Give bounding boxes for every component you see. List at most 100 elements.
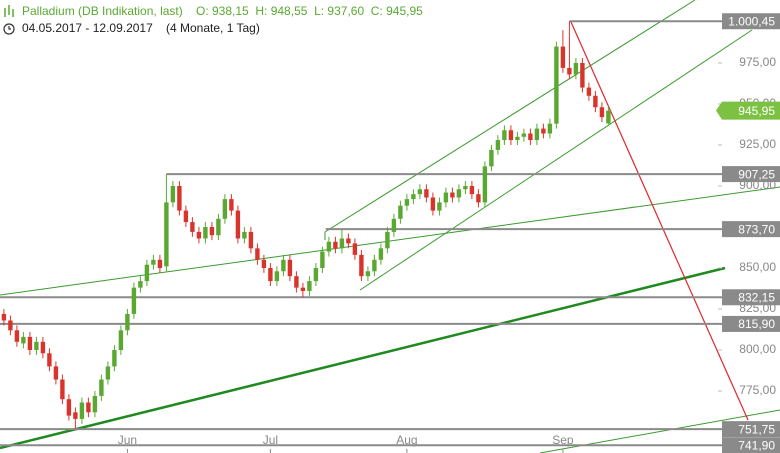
candle-body	[411, 194, 416, 200]
x-tick-label: Jun	[118, 433, 137, 447]
candle-body	[86, 402, 91, 413]
candle-body	[554, 46, 559, 124]
candle-body	[255, 248, 260, 260]
candle-body	[190, 222, 195, 232]
candle-body	[606, 110, 611, 124]
candle-body	[404, 199, 410, 206]
candle-body	[515, 136, 520, 141]
chart-icon	[4, 5, 14, 17]
candle-body	[391, 218, 397, 232]
candle-body	[352, 243, 358, 255]
candle-body	[294, 276, 299, 288]
candle-body	[183, 210, 189, 223]
candle-body	[599, 107, 605, 118]
y-tick-label: 800,00	[739, 342, 776, 356]
candle-body	[443, 192, 449, 203]
candle-body	[151, 259, 156, 265]
candle-body	[541, 128, 546, 134]
level-label: 741,90	[738, 438, 775, 452]
candles	[1, 21, 611, 430]
candle-body	[34, 341, 39, 351]
clock-icon	[3, 23, 15, 35]
candle-body	[463, 185, 468, 190]
level-label-box	[722, 315, 780, 332]
candle-body	[502, 130, 507, 141]
candle-body	[8, 320, 13, 331]
candle-body	[60, 379, 65, 400]
level-label: 873,70	[738, 222, 775, 236]
candle-body	[47, 353, 52, 367]
candle-body	[528, 133, 533, 141]
candle-body	[177, 185, 182, 211]
candle-body	[593, 95, 598, 108]
candle-body	[144, 264, 150, 282]
candle-body	[567, 67, 572, 75]
candle-body	[248, 231, 254, 249]
candle-body	[307, 281, 312, 291]
level-label: 907,25	[738, 167, 775, 181]
candle-body	[261, 259, 267, 268]
candle-body	[430, 197, 436, 211]
candle-body	[40, 341, 46, 354]
candle-body	[118, 330, 124, 351]
candle-body	[131, 287, 137, 314]
candle-body	[216, 218, 221, 236]
candle-body	[73, 412, 78, 419]
candle-body	[456, 189, 462, 198]
candle-body	[489, 149, 494, 167]
level-label-box	[722, 289, 780, 306]
y-tick-label: 975,00	[739, 55, 776, 69]
channel-lower	[359, 29, 753, 291]
x-tick-label: Jul	[263, 433, 278, 447]
candle-body	[125, 313, 130, 331]
level-label-box	[722, 437, 780, 453]
candle-body	[196, 231, 202, 239]
candle-body	[372, 259, 377, 272]
candle-body	[164, 202, 169, 267]
candle-body	[170, 185, 176, 203]
candle-body	[112, 350, 117, 367]
candle-body	[346, 238, 351, 244]
candle-body	[333, 241, 338, 249]
candle-body	[508, 130, 514, 141]
candle-body	[385, 231, 390, 249]
candle-body	[424, 189, 429, 198]
candle-body	[99, 379, 104, 396]
candle-body	[482, 166, 488, 203]
instrument-title: Palladium (DB Indikation, last)	[22, 4, 183, 18]
candle-body	[281, 259, 286, 272]
candle-body	[469, 185, 475, 195]
candle-body	[203, 226, 208, 239]
header: Palladium (DB Indikation, last) O: 938,1…	[3, 4, 423, 35]
candle-body	[138, 281, 143, 288]
candle-body	[476, 194, 481, 203]
candle-body	[66, 399, 72, 416]
candle-body	[560, 46, 566, 68]
last-price-box	[716, 101, 780, 120]
level-label: 815,90	[738, 317, 775, 331]
candle-body	[300, 287, 306, 291]
candle-body	[339, 238, 345, 249]
candle-body	[378, 248, 384, 260]
level-label-box	[722, 13, 780, 30]
candle-body	[365, 271, 371, 277]
candle-body	[573, 62, 579, 75]
candle-body	[359, 254, 364, 277]
level-label: 832,15	[738, 290, 775, 304]
candle-body	[229, 199, 234, 211]
candle-body	[450, 192, 455, 198]
candle-body	[1, 313, 7, 321]
last-price-label: 945,95	[738, 104, 775, 118]
y-tick-label: 850,00	[739, 260, 776, 274]
candle-body	[417, 189, 423, 195]
trend-line	[0, 186, 780, 296]
candle-body	[521, 133, 527, 137]
candle-body	[79, 402, 85, 419]
candle-body	[21, 336, 26, 344]
candle-body	[547, 123, 553, 134]
clock-hands	[8, 26, 11, 30]
candle-body	[398, 205, 403, 219]
ohlc-values: O: 938,15 H: 948,55 L: 937,60 C: 945,95	[196, 4, 423, 18]
